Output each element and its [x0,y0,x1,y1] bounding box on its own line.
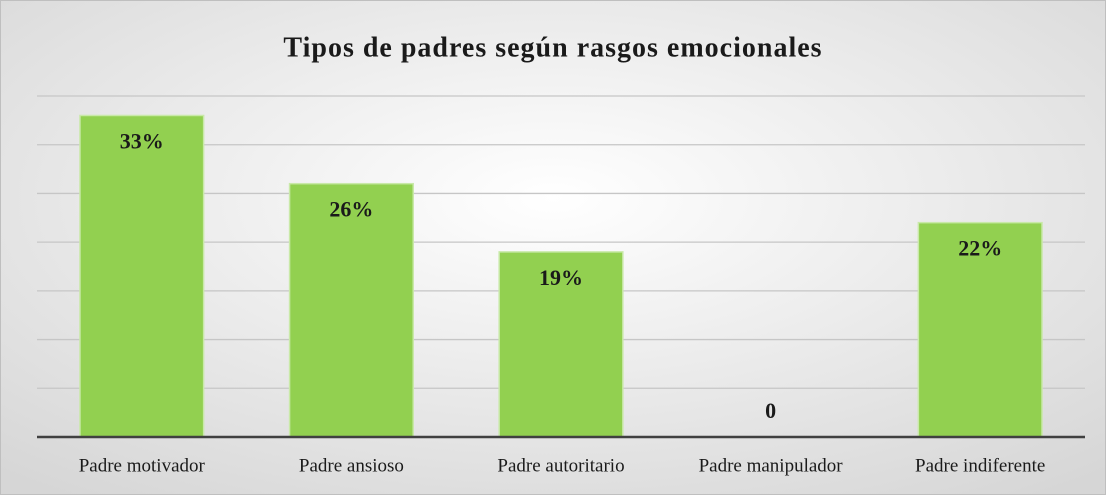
chart-title: Tipos de padres según rasgos emocionales [283,32,822,63]
x-tick-label: Padre autoritario [497,455,624,476]
data-label: 0 [765,398,776,423]
bar [917,221,1043,438]
bar [288,182,414,438]
data-label: 26% [329,197,373,222]
x-tick-label: Padre manipulador [699,455,844,476]
bar [498,251,624,438]
x-tick-label: Padre motivador [79,455,206,476]
bar [79,114,205,438]
data-label: 22% [958,236,1002,261]
x-tick-label: Padre ansioso [299,455,404,476]
x-tick-label: Padre indiferente [915,455,1045,476]
data-label: 19% [539,265,583,290]
data-label: 33% [120,129,164,154]
